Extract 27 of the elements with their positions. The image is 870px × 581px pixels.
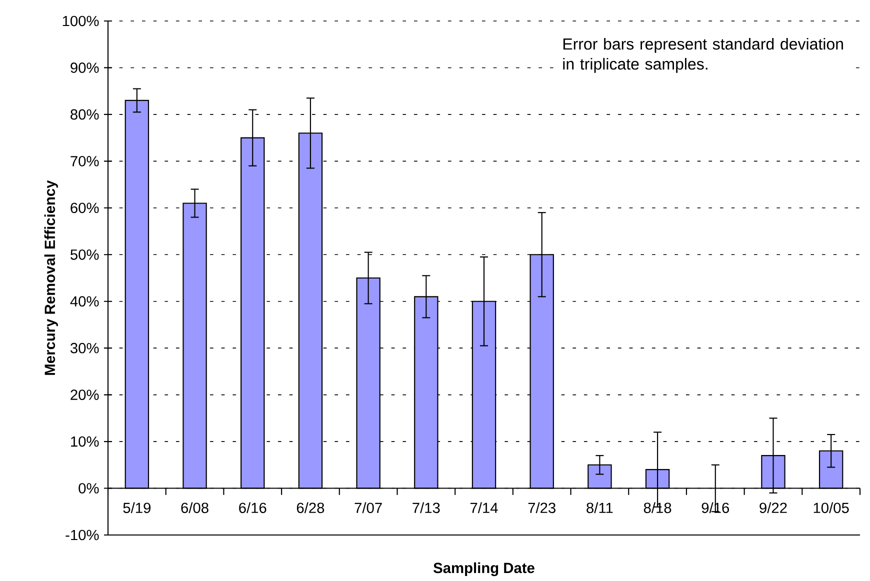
x-axis-title: Sampling Date bbox=[433, 562, 534, 576]
x-tick-label: 5/19 bbox=[123, 502, 151, 514]
y-tick-label: 10% bbox=[71, 436, 99, 447]
x-tick-label: 7/13 bbox=[412, 502, 440, 514]
x-tick-label: 10/05 bbox=[814, 502, 849, 514]
y-tick-label: 20% bbox=[70, 390, 99, 400]
y-axis-title: Mercury Removal Efficiency bbox=[44, 180, 58, 376]
y-tick-label: 50% bbox=[70, 250, 99, 260]
x-tick-label: 6/08 bbox=[181, 502, 208, 514]
x-tick-label: 7/14 bbox=[470, 502, 498, 514]
y-tick-label: 90% bbox=[70, 62, 99, 74]
annotation: Error bars represent standard deviation in triplicate samples. bbox=[563, 38, 843, 74]
y-tick-label: 100% bbox=[62, 16, 99, 26]
x-tick-label: 8/11 bbox=[586, 502, 613, 514]
y-tick-label: 30% bbox=[70, 343, 99, 354]
x-tick-label: 6/28 bbox=[296, 502, 324, 514]
x-tick-label: 7/23 bbox=[528, 502, 556, 514]
x-tick-label: 7/07 bbox=[354, 502, 382, 514]
y-tick-label: -10% bbox=[66, 530, 99, 540]
x-tick-label: 9/22 bbox=[760, 502, 787, 514]
y-tick-label: 0% bbox=[78, 483, 99, 494]
y-tick-label: 80% bbox=[70, 109, 99, 120]
x-tick-label: 8/18 bbox=[644, 502, 672, 514]
y-tick-label: 60% bbox=[70, 202, 99, 214]
x-tick-label: 6/16 bbox=[239, 502, 266, 514]
y-tick-label: 40% bbox=[70, 296, 99, 307]
y-tick-label: 70% bbox=[70, 156, 99, 167]
